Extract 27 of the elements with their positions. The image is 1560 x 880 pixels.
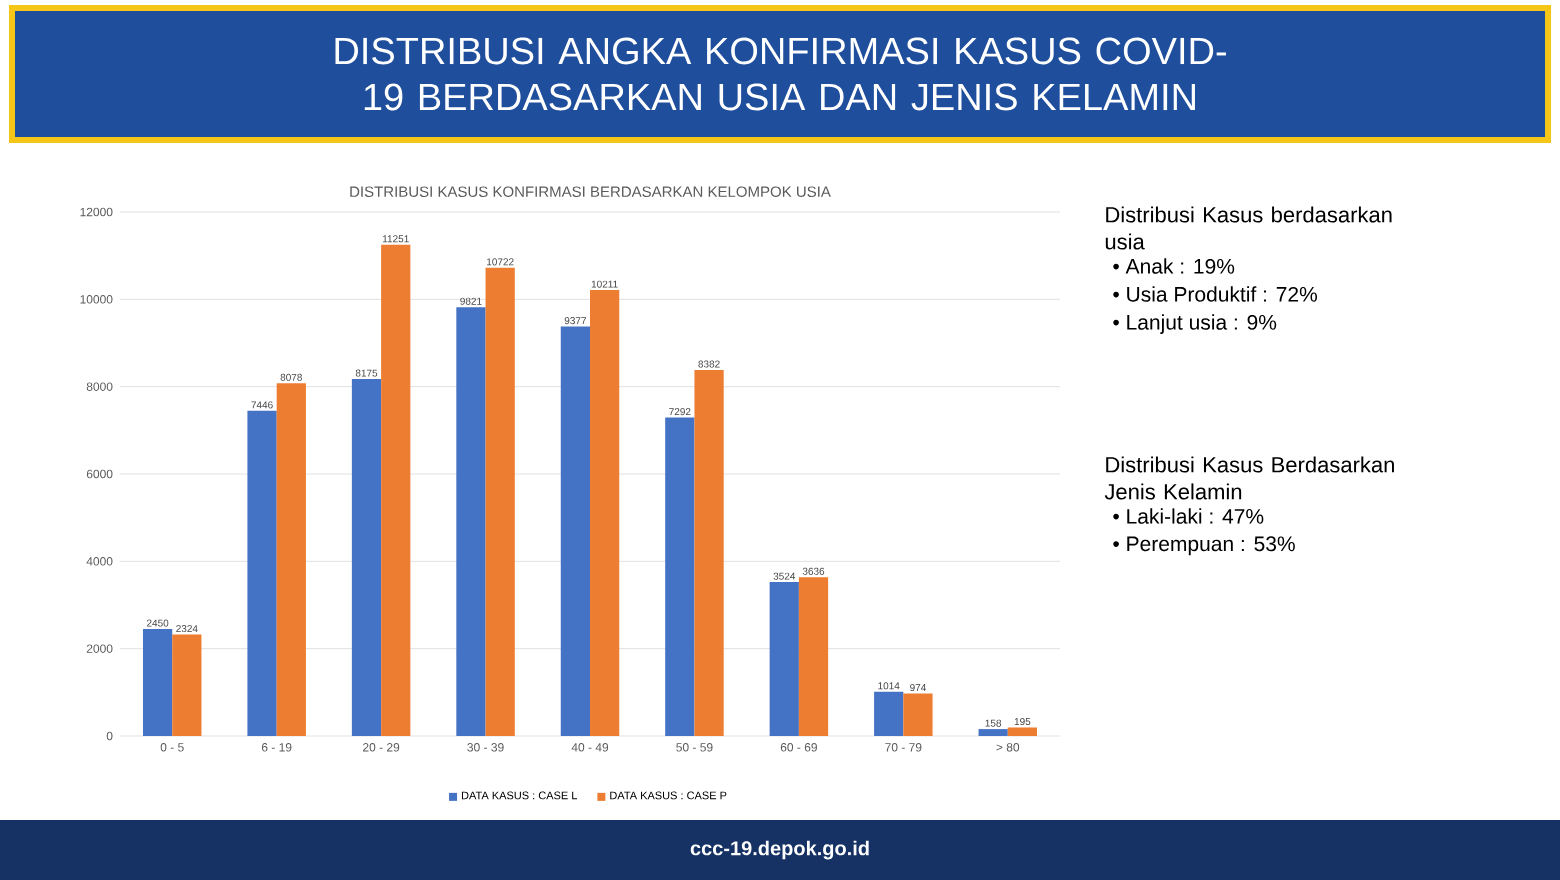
- bar: [560, 326, 590, 736]
- bar: [1007, 727, 1038, 736]
- text: • Usia Produktif : 72%: [1113, 286, 1318, 302]
- bar: [978, 729, 1008, 736]
- text: ccc-19.depok.go.id: [690, 840, 869, 860]
- bar: [381, 244, 411, 736]
- bar: [665, 417, 695, 736]
- text: • Anak : 19%: [1113, 258, 1235, 274]
- bar: [485, 267, 515, 736]
- bar: [351, 379, 382, 736]
- bar: [142, 629, 173, 736]
- text: • Lanjut usia : 9%: [1113, 314, 1277, 334]
- text: Distribusi Kasus Berdasarkan Jenis Kelamin: [1104, 456, 1394, 500]
- bar: [874, 691, 904, 736]
- bar: [172, 634, 202, 736]
- bar: [903, 693, 933, 736]
- bar: [798, 577, 829, 736]
- text: • Perempuan : 53%: [1113, 536, 1295, 556]
- bar: [769, 582, 799, 736]
- text: Distribusi Kasus berdasarkan usia: [1105, 206, 1392, 250]
- bar: [590, 290, 620, 736]
- text: • Laki-laki : 47%: [1113, 508, 1264, 524]
- bar: [276, 383, 306, 736]
- chart-title: DISTRIBUSI ANGKA KONFIRMASI KASUS COVID-19 BERDASARKAN USIA DAN JENIS KELAMIN: [335, 37, 1226, 111]
- bar: [456, 307, 486, 736]
- bar: [694, 369, 724, 736]
- bar: [247, 410, 277, 736]
